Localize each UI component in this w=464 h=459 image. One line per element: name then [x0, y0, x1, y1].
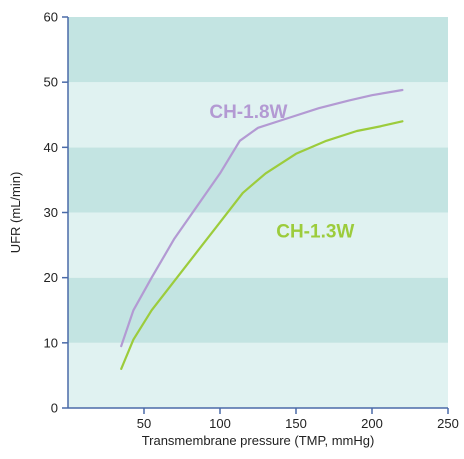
band-20-30: [68, 212, 448, 278]
y-tick-label-40: 40: [44, 140, 58, 155]
series-label-ch-1-8w: CH-1.8W: [209, 102, 287, 123]
x-axis-label: Transmembrane pressure (TMP, mmHg): [142, 433, 375, 448]
series-lines: [120, 88, 404, 370]
y-tick-label-20: 20: [44, 270, 58, 285]
y-tick-label-10: 10: [44, 335, 58, 350]
band-0-10: [68, 342, 448, 408]
y-tick-label-30: 30: [44, 205, 58, 220]
x-tick-label-50: 50: [137, 416, 151, 431]
y-tick-label-60: 60: [44, 10, 58, 25]
x-tick-label-250: 250: [437, 416, 459, 431]
y-tick-label-0: 0: [51, 401, 58, 416]
y-axis-label: UFR (mL/min): [8, 172, 23, 254]
band-10-20: [68, 277, 448, 343]
series-label-ch-1-3w: CH-1.3W: [276, 221, 354, 242]
band-50-60: [68, 17, 448, 83]
series-line-ch-1-3w: [120, 120, 404, 370]
series-line-ch-1-8w: [120, 88, 404, 348]
y-tick-label-50: 50: [44, 75, 58, 90]
background-bands: [68, 17, 448, 408]
x-tick-label-150: 150: [285, 416, 307, 431]
tick-labels: 0 10 20 30 40 50 60 50 100 150 200 250: [44, 10, 459, 432]
x-tick-label-200: 200: [361, 416, 383, 431]
x-tick-label-100: 100: [209, 416, 231, 431]
